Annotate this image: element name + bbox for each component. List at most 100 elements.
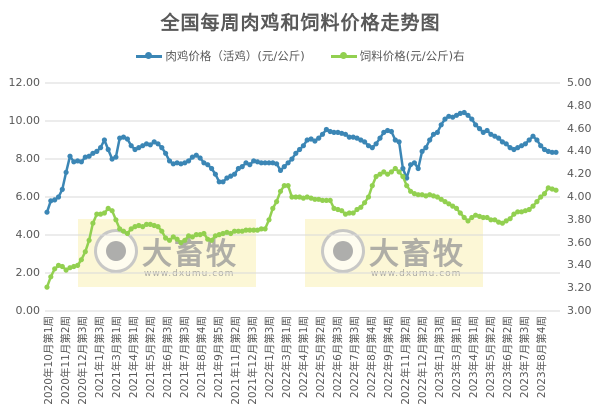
data-point-marker bbox=[499, 220, 505, 226]
data-point-marker bbox=[159, 145, 165, 151]
data-point-marker bbox=[465, 112, 471, 118]
x-tick-label: 2022年6月第3周 bbox=[332, 316, 344, 399]
data-point-marker bbox=[105, 146, 111, 153]
data-point-marker bbox=[120, 134, 127, 140]
x-tick-label: 2021年8月第4周 bbox=[196, 316, 208, 399]
data-point-marker bbox=[457, 210, 463, 216]
data-point-marker bbox=[220, 179, 226, 185]
data-point-marker bbox=[331, 205, 337, 211]
chart-title: 全国每周肉鸡和饲料价格走势图 bbox=[160, 12, 441, 34]
data-point-marker bbox=[354, 206, 360, 213]
data-point-marker bbox=[377, 171, 383, 177]
data-point-marker bbox=[553, 187, 559, 193]
data-point-marker bbox=[231, 171, 238, 177]
data-point-marker bbox=[522, 141, 529, 147]
y-left-tick: 10.00 bbox=[8, 114, 41, 127]
data-point-marker bbox=[155, 224, 161, 230]
data-point-marker bbox=[373, 173, 379, 180]
data-point-marker bbox=[545, 148, 551, 154]
data-point-marker bbox=[423, 145, 429, 151]
data-point-marker bbox=[163, 235, 169, 241]
data-point-marker bbox=[228, 230, 234, 237]
data-point-marker bbox=[538, 143, 544, 149]
data-point-marker bbox=[411, 160, 417, 166]
data-point-marker bbox=[319, 131, 326, 137]
legend-line-marker-icon bbox=[330, 52, 357, 59]
y-right-tick: 4.80 bbox=[567, 98, 592, 112]
data-point-marker bbox=[312, 196, 318, 202]
data-point-marker bbox=[128, 143, 134, 149]
data-point-marker bbox=[163, 150, 169, 156]
data-point-marker bbox=[289, 194, 295, 200]
data-point-marker bbox=[277, 167, 284, 173]
data-point-marker bbox=[300, 143, 306, 149]
data-point-marker bbox=[78, 159, 84, 165]
x-tick-label: 2022年9月第4周 bbox=[383, 316, 395, 399]
x-tick-label: 2021年6月第3周 bbox=[162, 316, 174, 399]
x-tick-label: 2021年9月第5周 bbox=[213, 316, 225, 399]
data-point-marker bbox=[312, 138, 318, 144]
data-point-marker bbox=[289, 156, 295, 162]
data-point-marker bbox=[442, 199, 448, 205]
x-tick-label: 2021年7月第3周 bbox=[179, 316, 191, 399]
x-tick-label: 2020年12月第3周 bbox=[77, 316, 89, 405]
y-left-tick: 2.00 bbox=[15, 266, 41, 279]
data-point-marker bbox=[281, 164, 287, 170]
data-point-marker bbox=[434, 129, 440, 135]
data-point-marker bbox=[430, 193, 437, 199]
x-tick-label: 2023年4月第1周 bbox=[468, 316, 480, 399]
data-point-marker bbox=[507, 216, 513, 222]
x-tick-label: 2022年7月第3周 bbox=[349, 316, 361, 399]
x-tick-label: 2021年11月第2周 bbox=[230, 316, 242, 405]
data-point-marker bbox=[182, 237, 188, 243]
data-point-marker bbox=[82, 249, 88, 255]
data-point-marker bbox=[488, 217, 494, 223]
data-point-marker bbox=[346, 134, 352, 140]
data-point-marker bbox=[201, 230, 207, 237]
data-point-marker bbox=[59, 186, 65, 192]
data-point-marker bbox=[166, 237, 173, 243]
data-point-marker bbox=[231, 228, 238, 234]
data-point-marker bbox=[473, 122, 479, 128]
data-point-marker bbox=[189, 154, 195, 160]
data-point-marker bbox=[362, 200, 368, 206]
data-point-marker bbox=[105, 205, 111, 211]
data-point-marker bbox=[304, 137, 310, 143]
data-point-marker bbox=[262, 226, 268, 232]
x-tick-label: 2022年11月第2周 bbox=[400, 316, 412, 405]
data-point-marker bbox=[526, 206, 532, 213]
data-point-marker bbox=[369, 145, 375, 151]
data-point-marker bbox=[166, 158, 173, 164]
data-point-marker bbox=[117, 226, 123, 232]
data-point-marker bbox=[235, 228, 241, 234]
data-point-marker bbox=[113, 154, 119, 160]
x-tick-label: 2022年4月第1周 bbox=[298, 316, 310, 399]
data-point-marker bbox=[212, 171, 218, 177]
watermark-brand: 大畜牧 bbox=[142, 237, 238, 272]
data-point-marker bbox=[55, 194, 62, 200]
data-point-marker bbox=[101, 210, 107, 216]
data-point-marker bbox=[216, 179, 222, 185]
data-point-marker bbox=[101, 137, 107, 143]
data-point-marker bbox=[515, 145, 521, 151]
data-point-marker bbox=[52, 197, 58, 203]
data-point-marker bbox=[52, 266, 58, 272]
data-point-marker bbox=[465, 218, 471, 224]
data-point-marker bbox=[419, 148, 425, 154]
x-tick-label: 2023年8月第4周 bbox=[536, 316, 548, 399]
data-point-marker bbox=[155, 141, 161, 147]
x-tick-label: 2020年10月第1周 bbox=[43, 316, 55, 405]
data-point-marker bbox=[94, 211, 100, 217]
data-point-marker bbox=[251, 227, 257, 233]
data-point-marker bbox=[453, 205, 460, 211]
data-point-marker bbox=[488, 131, 494, 137]
y-right-tick: 3.00 bbox=[567, 304, 592, 317]
data-point-marker bbox=[266, 160, 272, 166]
data-point-marker bbox=[346, 210, 352, 216]
data-point-marker bbox=[205, 236, 211, 242]
data-point-marker bbox=[446, 113, 452, 119]
data-point-marker bbox=[304, 194, 310, 200]
data-point-marker bbox=[534, 199, 540, 205]
legend-item-chicken-price: 肉鸡价格（活鸡）(元/公斤) bbox=[136, 48, 305, 64]
